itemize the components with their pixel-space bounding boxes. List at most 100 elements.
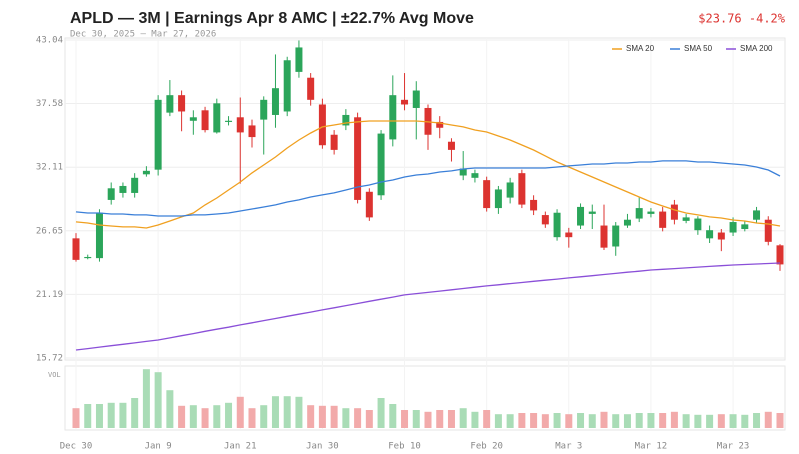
volume-bar [213, 405, 221, 428]
y-tick-label: 37.58 [36, 99, 63, 109]
candle-body [330, 134, 338, 150]
volume-bar [436, 410, 444, 428]
candle-body [729, 222, 737, 233]
candle-body [623, 219, 631, 226]
candle-body [635, 208, 643, 219]
volume-bar [506, 414, 514, 428]
candle-body [647, 211, 655, 214]
candle-body [764, 219, 772, 242]
volume-bar [553, 413, 561, 428]
candle-body [178, 95, 186, 112]
x-tick-label: Feb 10 [388, 442, 421, 452]
candle-body [189, 117, 197, 121]
candle-body [142, 170, 150, 175]
candle-body [260, 99, 268, 120]
volume-bar [530, 413, 538, 428]
candle-body [518, 173, 526, 205]
price-panel [64, 37, 786, 361]
x-tick-label: Mar 3 [555, 442, 582, 452]
volume-bar [694, 414, 702, 428]
candle-body [494, 189, 502, 209]
volume-bar [318, 405, 326, 428]
legend-item: SMA 200 [726, 44, 773, 53]
volume-bar [307, 405, 315, 428]
candle-body [588, 211, 596, 214]
x-tick-label: Jan 30 [306, 442, 339, 452]
candle-body [530, 199, 538, 211]
candle-body [307, 77, 315, 100]
candle-body [401, 99, 409, 105]
candle-body [506, 182, 514, 198]
volume-bar [659, 413, 667, 428]
candle-body [447, 141, 455, 150]
volume-bar [494, 414, 502, 428]
candle-body [682, 217, 690, 221]
candle-body [318, 104, 326, 146]
volume-bar [729, 414, 737, 428]
candle-body [248, 125, 256, 138]
volume-bar [142, 369, 150, 428]
candle-body [753, 210, 761, 220]
volume-bar [412, 410, 420, 428]
volume-bar [283, 396, 291, 428]
candle-body [283, 60, 291, 112]
sma-line [75, 160, 781, 217]
volume-bar [342, 408, 350, 428]
candle-body [342, 114, 350, 126]
candle-body [107, 188, 115, 200]
volume-bar [107, 402, 115, 428]
y-tick-label: 32.11 [36, 163, 63, 173]
volume-bar [354, 408, 362, 428]
volume-bar [260, 405, 268, 428]
candle-body [659, 211, 667, 228]
price-change: $23.76 -4.2% [698, 12, 785, 26]
y-tick-label: 15.72 [36, 354, 63, 364]
legend-item: SMA 20 [612, 44, 655, 53]
legend-item: SMA 50 [670, 44, 713, 53]
volume-bar [295, 396, 303, 428]
candle-body [119, 185, 127, 193]
volume-bar [131, 398, 139, 428]
x-tick-label: Mar 12 [635, 442, 668, 452]
candle-body [213, 103, 221, 133]
x-tick-label: Dec 30 [60, 442, 93, 452]
volume-bar [178, 405, 186, 428]
candle-body [459, 168, 467, 176]
candle-body [412, 90, 420, 108]
volume-bar [72, 408, 80, 428]
volume-bar [119, 402, 127, 428]
candle-body [365, 191, 373, 218]
volume-bar [776, 413, 784, 428]
volume-bar [612, 414, 620, 428]
volume-bar [565, 414, 573, 428]
volume-bar [717, 414, 725, 428]
volume-bar [389, 404, 397, 428]
candle-body [471, 173, 479, 178]
volume-bar [600, 411, 608, 428]
y-tick-label: 43.04 [36, 36, 63, 46]
candle-body [483, 180, 491, 209]
candle-body [436, 121, 444, 128]
volume-panel [64, 365, 786, 431]
candle-body [354, 117, 362, 200]
candle-body [741, 224, 749, 230]
x-tick-label: Mar 23 [717, 442, 750, 452]
volume-bar [447, 410, 455, 428]
volume-bar [225, 402, 233, 428]
sma-line [75, 120, 781, 229]
chart-title: APLD — 3M | Earnings Apr 8 AMC | ±22.7% … [70, 10, 474, 27]
candle-body [553, 212, 561, 238]
volume-bar [483, 410, 491, 428]
candle-body [72, 238, 80, 260]
candle-body [236, 117, 244, 133]
candle-body [706, 230, 714, 239]
volume-bar [201, 408, 209, 428]
volume-bar [365, 410, 373, 428]
candle-body [776, 245, 784, 265]
candle-body [166, 95, 174, 113]
volume-bar [541, 414, 549, 428]
volume-bar [271, 396, 279, 428]
y-tick-label: 21.19 [36, 290, 63, 300]
candle-body [377, 133, 385, 196]
candle-body [717, 232, 725, 240]
